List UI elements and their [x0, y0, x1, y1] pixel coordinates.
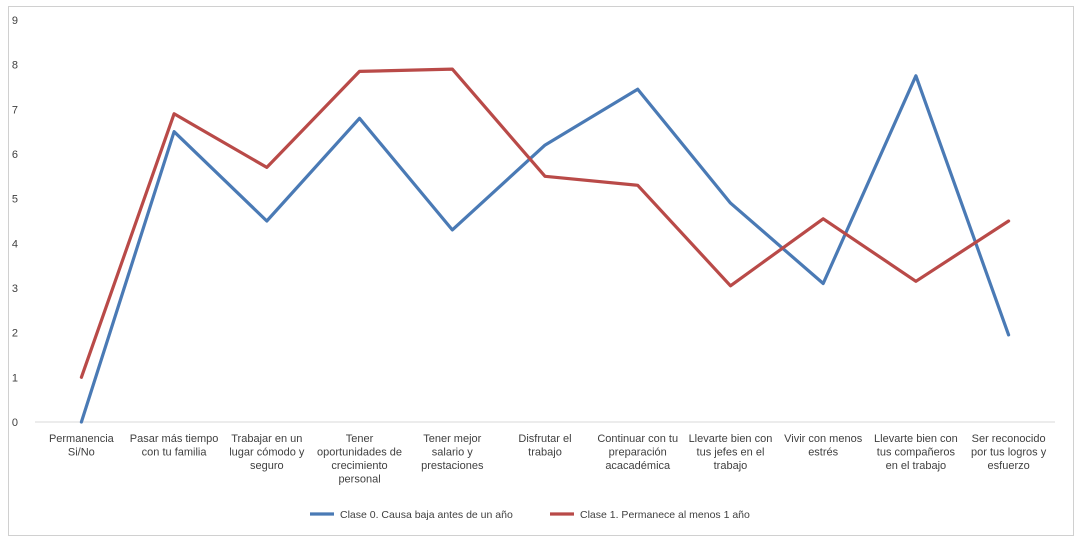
x-category-label-line: esfuerzo [988, 460, 1030, 472]
x-category-label-line: tus jefes en el [697, 447, 765, 459]
legend-label-0: Clase 0. Causa baja antes de un año [340, 509, 513, 521]
x-category-label: Disfrutar el trabajo [518, 433, 571, 459]
y-tick-label: 7 [12, 104, 18, 116]
x-category-label: Llevarte bien con tus compañeros en el tra… [874, 433, 958, 472]
x-category-label-line: lugar cómodo y [229, 447, 305, 459]
x-category-label: Llevarte bien con tus jefes en el trabajo [689, 433, 773, 472]
x-category-label-line: crecimiento [331, 460, 387, 472]
x-category-label-line: acacadémica [605, 460, 671, 472]
x-category-label-line: Pasar más tiempo [130, 433, 219, 445]
x-category-label-line: personal [338, 474, 380, 486]
x-category-label-line: trabajo [528, 447, 562, 459]
x-category-label-line: Vivir con menos [784, 433, 863, 445]
x-category-label: Ser reconocido por tus logros y esfuerzo [971, 433, 1047, 472]
y-tick-label: 9 [12, 15, 18, 27]
x-category-label-line: oportunidades de [317, 447, 402, 459]
x-category-label-line: seguro [250, 460, 284, 472]
y-tick-label: 1 [12, 372, 18, 384]
x-category-label-line: Tener mejor [423, 433, 481, 445]
x-category-label-line: trabajo [714, 460, 748, 472]
x-category-label: Tener oportunidades de crecimiento personal [317, 433, 402, 486]
x-category-label-line: Llevarte bien con [874, 433, 958, 445]
x-category-label-line: tus compañeros [877, 447, 956, 459]
x-category-label-line: prestaciones [421, 460, 484, 472]
x-category-label-line: en el trabajo [886, 460, 947, 472]
x-category-label-line: estrés [808, 447, 838, 459]
x-category-label-line: por tus logros y [971, 447, 1047, 459]
x-category-label: Vivir con menos estrés [784, 433, 863, 459]
y-tick-label: 8 [12, 60, 18, 72]
y-tick-label: 3 [12, 283, 18, 295]
y-tick-label: 5 [12, 194, 18, 206]
legend-label-1: Clase 1. Permanece al menos 1 año [580, 509, 750, 521]
x-category-label-line: Llevarte bien con [689, 433, 773, 445]
x-category-label-line: Permanencia [49, 433, 115, 445]
chart-frame [8, 6, 1074, 536]
series-line-1 [79, 67, 1011, 379]
x-category-label-line: Tener [346, 433, 374, 445]
x-category-label: Trabajar en un lugar cómodo y seguro [229, 433, 305, 472]
x-category-label-line: preparación [609, 447, 667, 459]
x-category-label-line: salario y [432, 447, 473, 459]
x-category-label-line: Continuar con tu [597, 433, 678, 445]
y-tick-label: 4 [12, 238, 18, 250]
x-category-label-line: Si/No [68, 447, 95, 459]
y-tick-label: 0 [12, 417, 18, 429]
x-category-label: Pasar más tiempo con tu familia [130, 433, 219, 459]
x-category-label: Permanencia Si/No [49, 433, 115, 459]
x-category-label-line: Ser reconocido [972, 433, 1046, 445]
x-category-label-line: Trabajar en un [231, 433, 302, 445]
x-category-label: Continuar con tu preparación acacadémica [597, 433, 678, 472]
series-line-0 [79, 74, 1011, 424]
y-tick-label: 2 [12, 328, 18, 340]
x-category-label-line: con tu familia [142, 447, 208, 459]
x-category-label: Tener mejor salario y prestaciones [421, 433, 484, 472]
x-category-label-line: Disfrutar el [518, 433, 571, 445]
y-tick-label: 6 [12, 149, 18, 161]
